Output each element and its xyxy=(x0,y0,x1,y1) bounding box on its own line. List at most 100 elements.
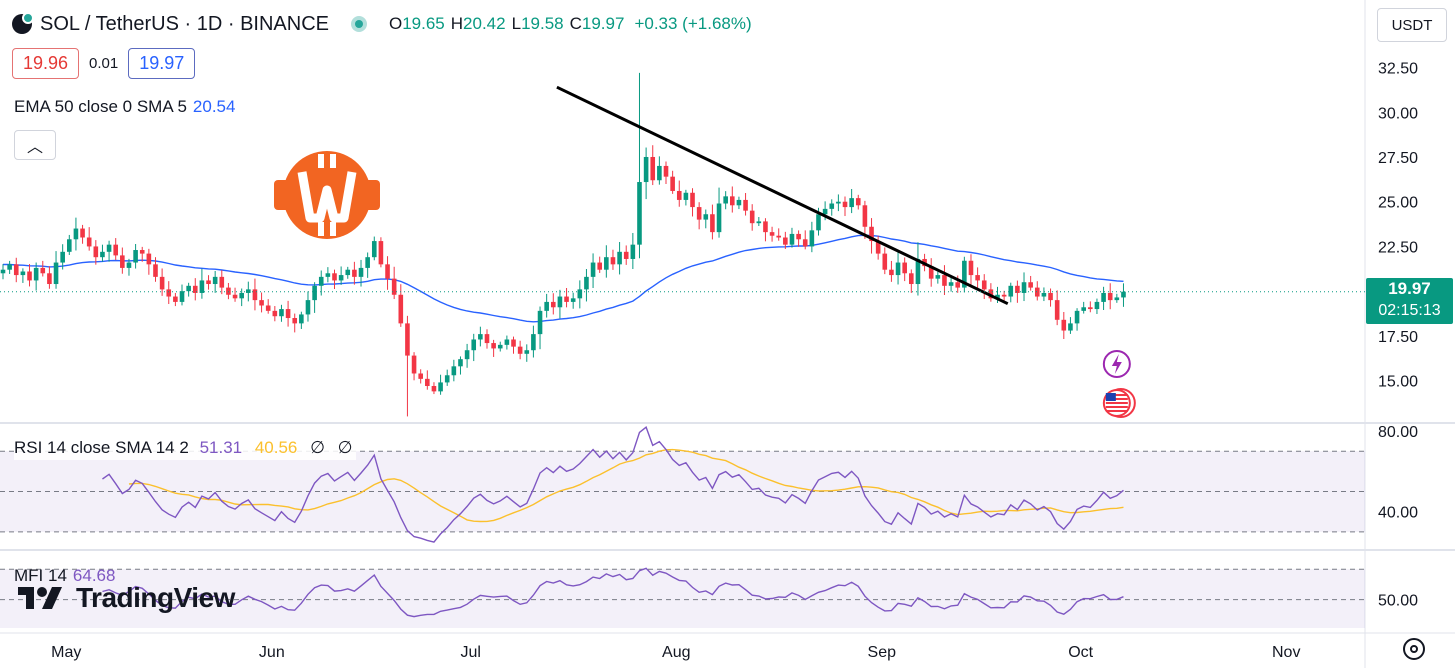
candle[interactable] xyxy=(1107,283,1113,310)
candle[interactable] xyxy=(418,369,423,384)
candle[interactable] xyxy=(113,238,119,261)
candle[interactable] xyxy=(836,194,841,212)
candle[interactable] xyxy=(1034,281,1040,301)
candle[interactable] xyxy=(710,204,715,240)
candle[interactable] xyxy=(285,300,291,327)
candle[interactable] xyxy=(511,336,516,354)
candle[interactable] xyxy=(1041,287,1047,302)
candle[interactable] xyxy=(159,268,165,296)
candle[interactable] xyxy=(504,335,510,350)
candle[interactable] xyxy=(849,188,854,214)
candle[interactable] xyxy=(1001,290,1007,301)
candle[interactable] xyxy=(597,256,602,273)
candle[interactable] xyxy=(431,382,437,395)
candle[interactable] xyxy=(120,247,125,274)
candle[interactable] xyxy=(517,340,523,360)
buy-button[interactable]: 19.97 xyxy=(128,48,196,79)
candle[interactable] xyxy=(630,232,636,270)
candle[interactable] xyxy=(604,245,609,278)
candle[interactable] xyxy=(1121,283,1126,307)
candle[interactable] xyxy=(915,242,921,296)
candle[interactable] xyxy=(106,240,112,262)
candle[interactable] xyxy=(557,289,563,319)
candle[interactable] xyxy=(352,261,357,285)
candle[interactable] xyxy=(146,248,152,275)
candle[interactable] xyxy=(564,287,569,308)
candle[interactable] xyxy=(206,275,211,290)
candle[interactable] xyxy=(643,147,649,200)
candle[interactable] xyxy=(279,304,284,322)
candle[interactable] xyxy=(33,262,39,291)
candle[interactable] xyxy=(53,251,59,289)
candle[interactable] xyxy=(1101,286,1106,310)
candle[interactable] xyxy=(425,370,430,390)
ema-line[interactable] xyxy=(3,234,1124,323)
candle[interactable] xyxy=(186,282,191,297)
candle[interactable] xyxy=(736,196,742,210)
candle[interactable] xyxy=(968,254,974,288)
candle[interactable] xyxy=(842,196,848,217)
candle[interactable] xyxy=(332,269,337,289)
candle[interactable] xyxy=(27,264,32,287)
candle[interactable] xyxy=(464,343,470,368)
candle[interactable] xyxy=(544,293,549,318)
candle[interactable] xyxy=(690,188,695,217)
candle[interactable] xyxy=(1054,290,1060,326)
candle[interactable] xyxy=(451,359,457,382)
candle[interactable] xyxy=(438,374,443,395)
rsi-line[interactable] xyxy=(102,426,1124,543)
candle[interactable] xyxy=(889,260,894,282)
candle[interactable] xyxy=(882,247,888,275)
candle[interactable] xyxy=(458,356,463,375)
candle[interactable] xyxy=(173,292,178,307)
currency-button[interactable]: USDT xyxy=(1377,8,1447,42)
candle[interactable] xyxy=(531,325,536,358)
candle[interactable] xyxy=(730,186,735,213)
candle[interactable] xyxy=(716,187,722,238)
candle[interactable] xyxy=(212,270,218,293)
candle[interactable] xyxy=(385,256,390,290)
candle[interactable] xyxy=(570,292,576,309)
tradingview-logo[interactable]: TradingView xyxy=(18,582,235,614)
candle[interactable] xyxy=(1021,272,1027,302)
candle[interactable] xyxy=(909,269,914,293)
candle[interactable] xyxy=(478,326,483,347)
mfi-legend[interactable]: MFI 14 64.68 xyxy=(14,566,115,586)
candle[interactable] xyxy=(875,235,881,260)
candle[interactable] xyxy=(265,299,271,314)
rsi-legend[interactable]: RSI 14 close SMA 14 2 51.31 40.56 ∅ ∅ xyxy=(14,438,357,460)
candle[interactable] xyxy=(166,281,172,305)
candle[interactable] xyxy=(796,230,801,247)
candle[interactable] xyxy=(371,236,377,261)
candle[interactable] xyxy=(345,266,351,279)
candle[interactable] xyxy=(776,228,782,241)
candle[interactable] xyxy=(763,218,768,242)
candle[interactable] xyxy=(663,161,669,184)
candle[interactable] xyxy=(444,369,450,386)
candle[interactable] xyxy=(391,266,397,300)
candle[interactable] xyxy=(179,284,185,306)
candle[interactable] xyxy=(312,282,317,313)
candle[interactable] xyxy=(683,189,689,206)
candle[interactable] xyxy=(703,209,709,229)
candle[interactable] xyxy=(789,227,795,248)
candle[interactable] xyxy=(100,244,105,262)
candle[interactable] xyxy=(981,274,987,300)
candle[interactable] xyxy=(139,246,145,262)
candle[interactable] xyxy=(226,282,231,300)
candle[interactable] xyxy=(902,257,907,282)
candle[interactable] xyxy=(358,259,364,287)
candle[interactable] xyxy=(855,194,861,210)
candle[interactable] xyxy=(650,145,656,186)
candle[interactable] xyxy=(60,244,65,270)
candle[interactable] xyxy=(471,333,477,362)
candle[interactable] xyxy=(928,258,934,287)
us-flag-event-icon[interactable] xyxy=(1102,388,1136,418)
candle[interactable] xyxy=(1015,280,1020,303)
candle[interactable] xyxy=(1061,311,1067,340)
candle[interactable] xyxy=(199,268,205,299)
candle[interactable] xyxy=(942,265,947,296)
candle[interactable] xyxy=(338,266,344,285)
candle[interactable] xyxy=(47,266,52,289)
candle[interactable] xyxy=(272,306,278,322)
